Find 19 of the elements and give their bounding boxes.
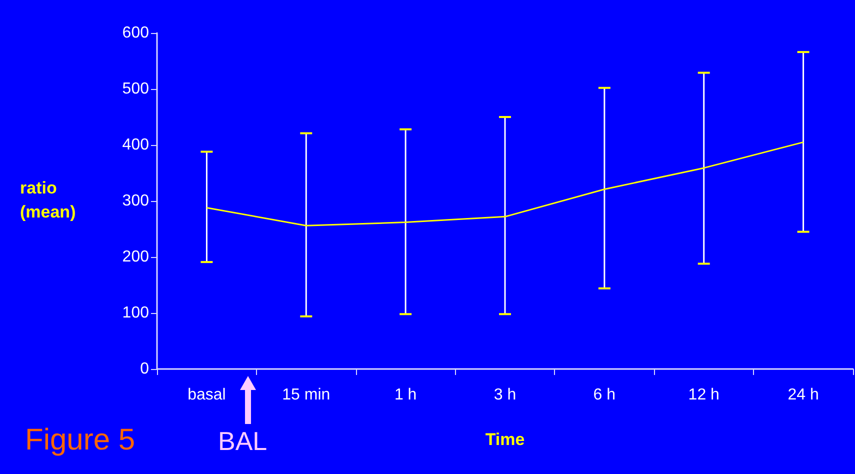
y-tick-label: 300 xyxy=(122,192,150,210)
x-tick-label: 24 h xyxy=(788,386,819,404)
x-tick-label: 6 h xyxy=(593,386,616,404)
x-tick-label: 12 h xyxy=(688,386,720,404)
caption: Figure 5 xyxy=(25,424,136,456)
x-tick-label: 3 h xyxy=(494,386,516,404)
x-tick-label: 1 h xyxy=(394,386,417,404)
y-axis-title: ratio (mean) xyxy=(20,178,76,222)
y-tick-label: 500 xyxy=(122,80,150,98)
y-tick-label: 100 xyxy=(122,304,150,322)
line-series xyxy=(206,141,804,226)
text: BAL xyxy=(218,426,268,456)
y-tick-label: 400 xyxy=(122,136,150,154)
x-axis-title: Time xyxy=(485,430,525,449)
y-tick-label: 0 xyxy=(140,360,150,378)
y-tick-label: 600 xyxy=(122,24,150,42)
x-tick-label: basal xyxy=(188,386,226,404)
x-tick-label: 15 min xyxy=(282,386,330,404)
y-tick-label: 200 xyxy=(122,248,150,266)
